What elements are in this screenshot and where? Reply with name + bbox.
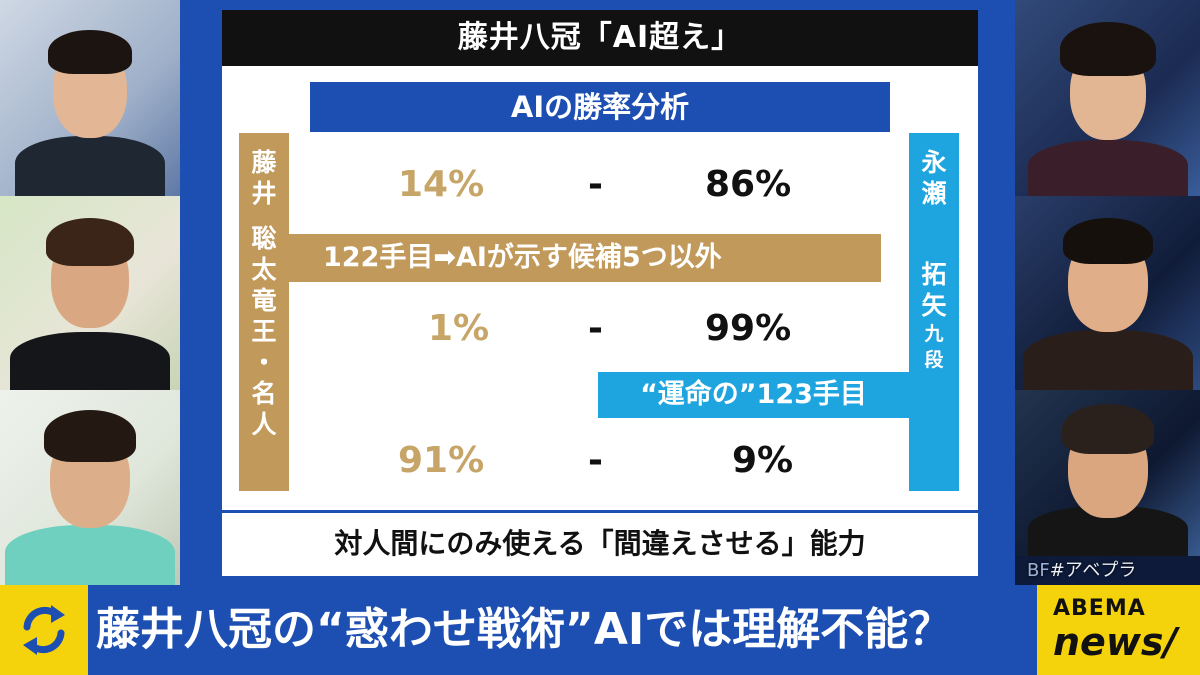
hashtag: BF#アベプラ [1027,556,1136,582]
row1-right-pct: 86% [705,164,792,205]
right-player-label: 永 瀬 拓 矢 九 段 [909,133,959,491]
logo-line1: ABEMA [1053,596,1146,621]
row3-left-pct: 91% [398,440,485,481]
guest-video-2 [0,196,180,390]
guest-video-5 [1015,196,1200,390]
left-player-title-1: 竜 [251,286,277,315]
left-player-label: 藤 井 聡 太 竜 王 ・ 名 人 [239,133,289,491]
board-title: 藤井八冠「AI超え」 [222,10,978,66]
row1-dash: - [588,164,603,205]
left-player-surname-1: 藤 [251,148,277,177]
right-guest-panel [1015,0,1200,585]
analysis-header: AIの勝率分析 [310,82,890,132]
right-player-rank-1: 九 [924,323,944,345]
left-player-title-4: 名 [251,379,277,408]
left-player-title-5: 人 [251,410,277,439]
guest-video-4 [1015,0,1200,196]
right-player-given-2: 矢 [921,291,947,320]
right-player-surname-1: 永 [921,148,947,177]
analysis-card [222,66,978,510]
row3-right-pct: 9% [732,440,794,481]
ticker-headline: 藤井八冠の“惑わせ戦術”AIでは理解不能？ [96,604,953,655]
guest-video-1 [0,0,180,196]
ability-caption: 対人間にのみ使える「間違えさせる」能力 [222,510,978,576]
left-player-title-3: ・ [251,348,277,377]
row3-dash: - [588,440,603,481]
hashtag-text: #アベプラ [1049,560,1137,581]
lower-third-ticker [0,585,1200,675]
left-guest-panel [0,0,180,585]
row1-left-pct: 14% [398,164,485,205]
hashtag-prefix: BF [1027,560,1050,581]
guest-video-3 [0,390,180,585]
row2-dash: - [588,308,603,349]
right-player-rank-2: 段 [924,349,944,371]
logo-line2: news/ [1053,620,1178,664]
left-player-given-2: 太 [251,255,277,284]
row2-right-pct: 99% [705,308,792,349]
abema-news-logo: ABEMA news/ [1037,585,1200,675]
move-122-banner: 122手目➡AIが示す候補5つ以外 [289,234,881,282]
refresh-arrows-icon [0,585,88,675]
left-player-title-2: 王 [251,317,277,346]
guest-video-6 [1015,390,1200,556]
right-player-given-1: 拓 [921,260,947,289]
left-player-surname-2: 井 [251,179,277,208]
right-player-surname-2: 瀬 [921,179,947,208]
move-123-banner: “運命の”123手目 [598,372,909,418]
left-player-given-1: 聡 [251,224,277,253]
row2-left-pct: 1% [428,308,490,349]
